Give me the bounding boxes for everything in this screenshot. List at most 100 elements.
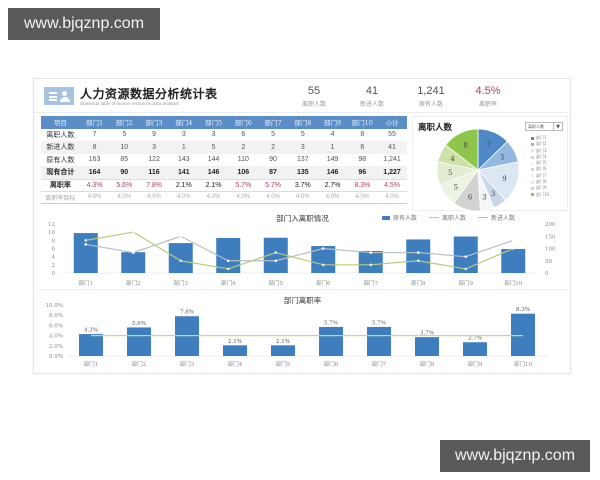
table-cell: 2.1%: [205, 181, 222, 189]
pie-legend-item: 部门5: [531, 160, 549, 166]
chart-title: 部门入离职情况: [276, 214, 329, 223]
y-tick-label: 0: [52, 271, 56, 277]
table-cell: 1: [181, 143, 186, 151]
legend-label: 离职人数: [442, 215, 467, 222]
table-cell: 1: [330, 143, 335, 151]
table-row: 离职率 4.3% 5.6% 7.8% 2.1% 2.1% 5.7% 5.7% 3.7% 2.7% 8…: [41, 178, 407, 192]
bar[interactable]: [358, 250, 383, 273]
data-point: [369, 251, 373, 254]
table-cell: 164: [88, 168, 101, 176]
table-cell: 1,227: [383, 168, 401, 176]
x-tick-label: 部门2: [132, 360, 147, 368]
pie-metric-select[interactable]: 离职人数 ▼: [525, 122, 563, 131]
legend-label: 部门9: [536, 185, 547, 191]
bar[interactable]: [453, 236, 478, 273]
table-cell: 143: [177, 156, 190, 164]
y-tick-label: 10.0%: [46, 303, 63, 309]
chart-legend: 原有人数 离职人数 新进人数: [382, 213, 515, 222]
pie-legend-item: 部门9: [531, 185, 549, 191]
kpi-resigned: 55 离职人数: [284, 85, 344, 108]
column-header: 部门3: [145, 119, 163, 128]
bar[interactable]: [501, 248, 526, 273]
data-point: [511, 247, 515, 250]
table-cell: 5: [211, 143, 216, 151]
dropdown-arrow-icon[interactable]: ▼: [553, 123, 562, 130]
table-cell: 8: [360, 131, 365, 139]
row-label: 离职人数: [46, 130, 75, 139]
bar[interactable]: [319, 326, 343, 356]
table-row: 离职人数 7 5 9 3 3 6 5 5 4 8 55: [41, 129, 407, 142]
table-cell: 146: [207, 168, 220, 176]
table-cell: 7: [92, 131, 97, 139]
pie-legend-item: 部门7: [531, 173, 549, 179]
bar[interactable]: [223, 345, 247, 356]
legend-swatch-icon: [531, 142, 534, 146]
data-point: [179, 259, 183, 263]
table-cell: 7.8%: [146, 181, 163, 189]
table-cell: 5.6%: [116, 181, 133, 189]
legend-label: 新进人数: [491, 215, 516, 222]
legend-swatch-icon: [531, 174, 534, 178]
kpi-original-headcount: 1,241 原有人数: [401, 85, 461, 108]
pie-slice-label: 3: [482, 194, 486, 202]
data-point: [369, 263, 373, 267]
pie-legend-item: 部门1: [531, 135, 549, 141]
legend-item: 新进人数: [478, 213, 515, 222]
bar[interactable]: [406, 239, 431, 273]
x-tick-label: 部门9: [468, 360, 483, 368]
table-cell: 4.0%: [355, 194, 370, 201]
bar[interactable]: [271, 345, 295, 356]
x-tick-label: 部门7: [372, 360, 387, 368]
column-header: 部门1: [85, 119, 104, 128]
y2-tick-label: 200: [545, 222, 556, 228]
table-cell: 163: [88, 156, 101, 164]
table-cell: 3.7%: [294, 181, 311, 189]
bar[interactable]: [463, 342, 487, 356]
y2-tick-label: 150: [545, 234, 556, 240]
x-tick-label: 部门1: [84, 360, 99, 368]
x-tick-label: 部门5: [269, 279, 284, 287]
bar[interactable]: [367, 326, 391, 356]
table-row: 离职率目标 4.0% 4.0% 4.0% 4.0% 4.0% 4.0% 4.0% 4.0% 4.0…: [41, 191, 407, 204]
table-row: 现有合计 164 90 116 141 146 106 87 135 146 96 1,227: [41, 166, 407, 179]
column-header: 部门6: [234, 119, 252, 128]
pie-legend: 部门1 部门2 部门3 部门4 部门5 部门6 部门7 部门8 部门9 部门10: [531, 135, 549, 198]
bar[interactable]: [79, 334, 103, 356]
chart-title: 部门离职率: [283, 296, 322, 305]
bar-value-label: 3.7%: [420, 331, 434, 337]
table-cell: 146: [326, 168, 339, 176]
table-cell: 85: [120, 156, 129, 164]
table-cell: 4.0%: [325, 194, 340, 201]
y-tick-label: 4.0%: [49, 334, 63, 340]
table-row: 原有人数 163 85 122 143 144 110 90 137 149 98 1,241: [41, 154, 407, 167]
combo-chart: 0 2 4 6 8 10 12 0 50 100 150 200 部门1 部门2 部门3 部门4 部门5 部门6 部…: [48, 222, 556, 287]
pie-slice[interactable]: [444, 128, 479, 171]
table-cell: 2: [241, 143, 246, 151]
series-line: [85, 231, 514, 270]
table-cell: 4.0%: [206, 194, 221, 201]
pie-legend-item: 部门8: [531, 179, 549, 185]
pie-slice-label: 5: [500, 153, 504, 161]
data-point: [416, 251, 420, 254]
table-cell: 4.0%: [236, 194, 251, 201]
row-label: 新进人数: [46, 143, 75, 152]
bar[interactable]: [121, 252, 146, 273]
bar[interactable]: [168, 243, 193, 273]
bar[interactable]: [127, 327, 151, 356]
data-point: [84, 243, 88, 246]
kpi-new-hires: 41 新进人数: [342, 85, 402, 108]
watermark-bottom: www.bjqznp.com: [440, 440, 590, 472]
data-table: 项目 部门1 部门2 部门3 部门4 部门5 部门6 部门7 部门8 部门9 部门10 小计 离职人数 7…: [41, 116, 407, 204]
y-tick-label: 10: [48, 230, 55, 236]
data-point: [179, 234, 183, 238]
data-point: [464, 255, 468, 258]
bar[interactable]: [415, 337, 439, 356]
bar[interactable]: [511, 313, 535, 356]
column-header: 部门5: [204, 119, 223, 128]
bar-value-label: 8.3%: [516, 307, 530, 313]
y-tick-label: 2.0%: [49, 344, 63, 350]
table-cell: 8.3%: [354, 181, 371, 189]
y2-tick-label: 50: [545, 259, 552, 265]
y2-tick-label: 0: [545, 271, 549, 277]
